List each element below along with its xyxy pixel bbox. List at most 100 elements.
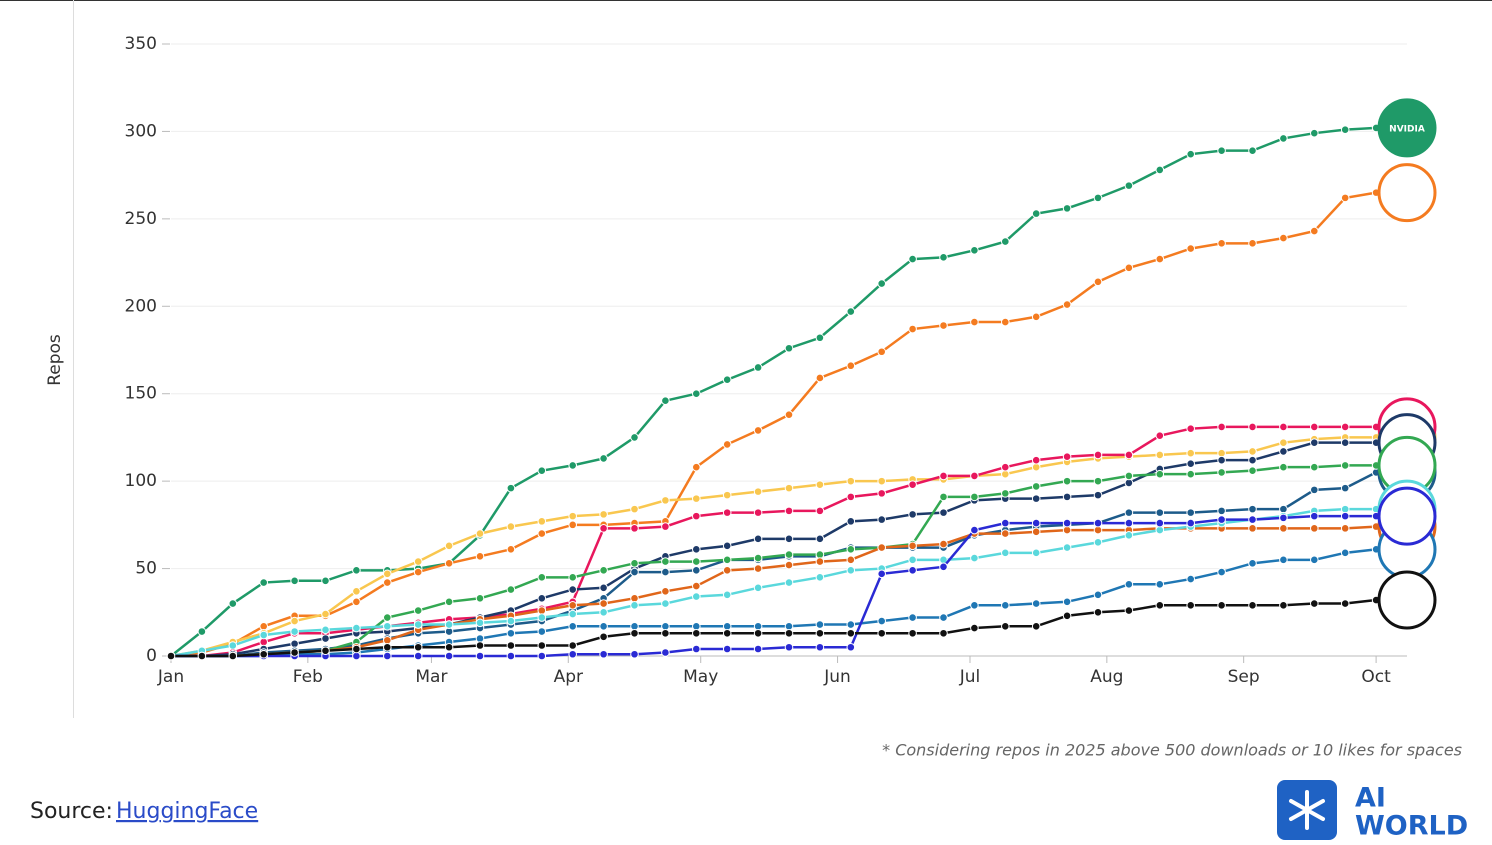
data-point — [661, 587, 670, 596]
source-link[interactable]: HuggingFace — [116, 799, 258, 824]
data-point — [444, 651, 454, 661]
data-point — [970, 525, 979, 535]
data-point — [722, 490, 732, 500]
data-point — [1031, 209, 1041, 218]
data-point — [321, 609, 330, 619]
data-point — [475, 641, 485, 650]
data-point — [1124, 508, 1134, 517]
data-point — [1186, 459, 1195, 468]
data-point — [692, 462, 701, 472]
data-point — [1186, 244, 1195, 253]
data-point — [1155, 600, 1165, 610]
data-point — [1093, 607, 1103, 617]
data-point — [1093, 450, 1103, 460]
data-point — [506, 545, 516, 554]
data-point — [1310, 511, 1319, 521]
data-point — [1186, 600, 1195, 610]
data-point — [259, 621, 269, 631]
data-point — [290, 648, 299, 657]
data-point — [444, 597, 454, 607]
data-point — [599, 649, 608, 659]
data-point — [413, 620, 423, 629]
data-point — [1124, 478, 1134, 488]
data-point — [815, 628, 825, 638]
data-point — [815, 642, 825, 652]
data-point — [661, 648, 670, 657]
data-point — [692, 545, 701, 554]
y-tick-label: 0 — [146, 646, 157, 666]
series-line — [171, 514, 1377, 658]
data-point — [1248, 515, 1257, 524]
data-point — [1248, 239, 1257, 248]
data-point — [846, 642, 856, 652]
series-line — [170, 436, 1377, 658]
data-point — [1340, 422, 1350, 432]
data-point — [413, 642, 423, 652]
data-point — [599, 510, 608, 519]
data-point — [1310, 462, 1319, 472]
data-point — [506, 628, 516, 638]
data-point — [1062, 525, 1072, 535]
data-point — [383, 569, 392, 579]
data-point — [228, 599, 238, 608]
data-point — [815, 480, 825, 489]
data-point — [1248, 559, 1257, 568]
data-point — [1124, 450, 1134, 460]
data-point — [692, 644, 701, 654]
data-point — [383, 613, 392, 622]
series-line — [171, 464, 1377, 658]
data-point — [753, 363, 763, 372]
data-point — [1340, 511, 1350, 521]
data-point — [228, 651, 238, 661]
data-point — [1340, 599, 1350, 608]
data-point — [537, 466, 547, 475]
data-point — [352, 597, 361, 607]
data-point — [537, 641, 547, 650]
data-point — [846, 361, 856, 371]
data-point — [1279, 555, 1288, 565]
data-point — [599, 566, 608, 575]
data-point — [475, 651, 485, 661]
data-point — [1062, 611, 1072, 621]
y-tick-label: 200 — [125, 296, 157, 316]
data-point — [197, 627, 207, 636]
data-point — [1031, 455, 1041, 465]
series-line — [171, 441, 1377, 658]
data-point — [1248, 600, 1257, 610]
series-logo — [1377, 98, 1437, 158]
data-point — [568, 600, 578, 610]
data-point — [1062, 492, 1072, 502]
data-point — [908, 613, 917, 622]
data-point — [753, 583, 763, 593]
data-point — [1279, 600, 1288, 610]
data-point — [1155, 508, 1165, 517]
data-point — [1093, 193, 1103, 203]
data-point — [1001, 469, 1010, 479]
series-logo — [1377, 570, 1437, 630]
data-point — [846, 620, 856, 629]
data-point — [1001, 621, 1010, 631]
data-point — [1279, 438, 1288, 447]
data-point — [630, 593, 639, 603]
data-point — [877, 543, 887, 552]
series-line — [170, 191, 1377, 658]
data-point — [877, 616, 887, 626]
data-point — [908, 566, 917, 575]
data-point — [383, 621, 392, 631]
data-point — [321, 625, 330, 635]
data-point — [784, 410, 794, 419]
brand-icon-glyph — [1289, 790, 1325, 830]
data-point — [1310, 555, 1319, 565]
data-point — [1217, 448, 1226, 458]
brand-logo: AI WORLD — [1277, 780, 1468, 842]
data-point — [537, 613, 547, 622]
data-point — [1310, 599, 1319, 608]
data-point — [383, 635, 392, 645]
data-point — [1279, 462, 1288, 472]
data-point — [321, 634, 330, 643]
data-point — [1279, 504, 1288, 514]
source-label: Source: — [30, 799, 113, 824]
data-point — [599, 583, 608, 593]
data-point — [630, 567, 639, 577]
data-point — [970, 471, 979, 481]
